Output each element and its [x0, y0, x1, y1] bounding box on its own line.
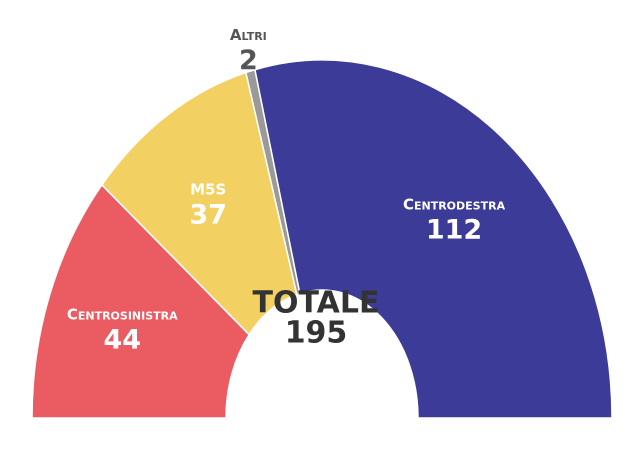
segment: [100, 71, 298, 336]
category-label: Altri: [230, 26, 267, 44]
value-label: 37: [189, 199, 227, 230]
segment: [31, 183, 251, 419]
segment: [253, 59, 613, 419]
category-label: Centrodestra: [403, 196, 506, 214]
total-label: TOTALE: [253, 286, 380, 321]
total-value: 195: [285, 316, 348, 351]
value-label: 44: [103, 324, 141, 355]
value-label: 2: [239, 45, 258, 76]
category-label: Centrosinistra: [67, 305, 178, 323]
value-label: 112: [426, 215, 482, 246]
category-label: M5S: [190, 180, 226, 198]
